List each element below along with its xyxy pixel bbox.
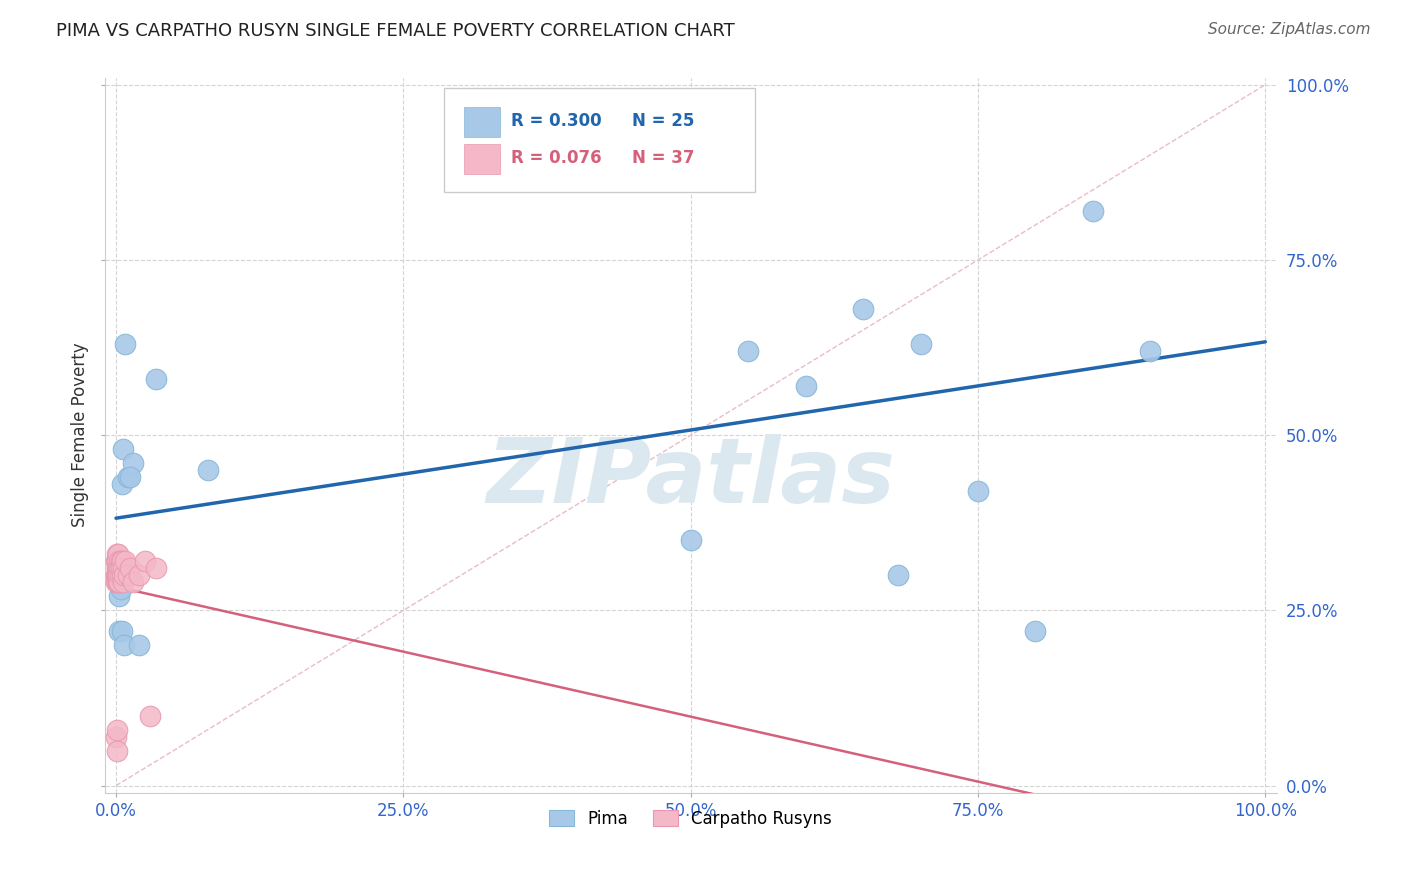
Point [794, 379, 817, 393]
Text: R = 0.300: R = 0.300 [512, 112, 602, 129]
Point [107, 568, 129, 582]
Point [105, 568, 128, 582]
Text: N = 25: N = 25 [633, 112, 695, 129]
Text: Source: ZipAtlas.com: Source: ZipAtlas.com [1208, 22, 1371, 37]
Point [111, 442, 134, 457]
Point [112, 561, 135, 575]
Point [679, 533, 702, 548]
Point [105, 575, 128, 590]
Point [1081, 203, 1104, 218]
Point [145, 372, 167, 386]
Point [107, 547, 129, 561]
Text: PIMA VS CARPATHO RUSYN SINGLE FEMALE POVERTY CORRELATION CHART: PIMA VS CARPATHO RUSYN SINGLE FEMALE POV… [56, 22, 735, 40]
Y-axis label: Single Female Poverty: Single Female Poverty [72, 343, 89, 527]
Point [118, 561, 141, 575]
Point [105, 743, 128, 757]
Point [128, 568, 150, 582]
Text: R = 0.076: R = 0.076 [512, 149, 602, 167]
Text: ZIPatlas: ZIPatlas [486, 434, 896, 522]
Point [112, 639, 135, 653]
Point [110, 561, 132, 575]
FancyBboxPatch shape [464, 107, 499, 137]
Point [105, 723, 128, 737]
Point [105, 568, 128, 582]
Point [111, 624, 134, 639]
Point [112, 568, 135, 582]
Point [108, 568, 131, 582]
Point [145, 561, 167, 575]
Point [105, 554, 128, 568]
Text: N = 37: N = 37 [633, 149, 695, 167]
Point [105, 730, 128, 744]
Point [105, 568, 128, 582]
Point [134, 554, 156, 568]
Point [107, 575, 129, 590]
Point [107, 568, 129, 582]
Point [105, 575, 128, 590]
Point [108, 624, 131, 639]
Point [886, 568, 908, 582]
Point [105, 561, 128, 575]
Point [128, 639, 150, 653]
Point [852, 301, 875, 316]
Point [111, 568, 134, 582]
Point [105, 547, 128, 561]
Point [105, 561, 128, 575]
Point [910, 337, 932, 351]
Point [111, 554, 134, 568]
Point [114, 337, 136, 351]
Point [108, 590, 131, 604]
Point [117, 470, 139, 484]
Point [118, 470, 141, 484]
Point [117, 568, 139, 582]
Point [105, 554, 128, 568]
Point [108, 561, 131, 575]
Legend: Pima, Carpatho Rusyns: Pima, Carpatho Rusyns [543, 803, 839, 834]
Point [1024, 624, 1046, 639]
Point [703, 112, 725, 127]
Point [111, 575, 134, 590]
Point [197, 463, 219, 477]
FancyBboxPatch shape [464, 145, 499, 174]
Point [737, 344, 759, 359]
Point [110, 582, 132, 597]
Point [111, 477, 134, 491]
Point [967, 484, 990, 499]
Point [139, 708, 162, 723]
Point [122, 575, 145, 590]
Point [1139, 344, 1161, 359]
Point [114, 554, 136, 568]
Point [107, 554, 129, 568]
Point [107, 561, 129, 575]
Point [108, 575, 131, 590]
Point [110, 554, 132, 568]
Point [122, 456, 145, 470]
FancyBboxPatch shape [444, 88, 755, 192]
